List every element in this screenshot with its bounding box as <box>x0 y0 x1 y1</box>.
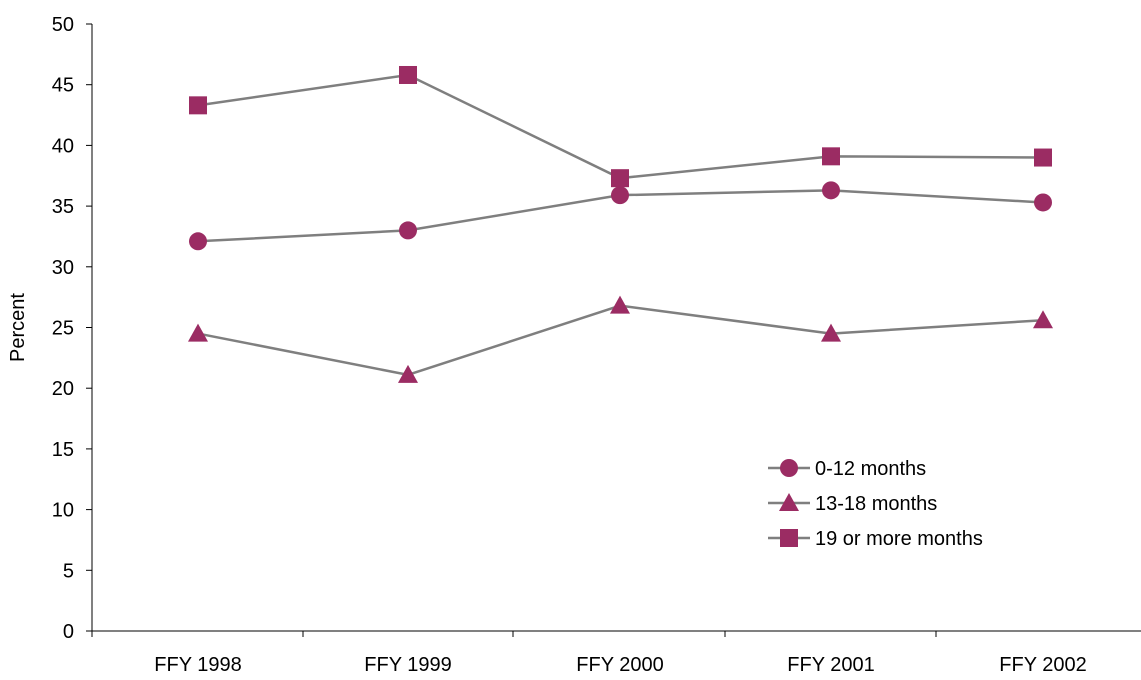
data-point-series-2 <box>1033 310 1053 329</box>
x-tick-label: FFY 2002 <box>999 654 1086 676</box>
x-tick-label: FFY 1998 <box>154 654 241 676</box>
y-tick-label: 45 <box>52 75 74 97</box>
y-tick-label: 10 <box>52 500 74 522</box>
x-tick-label: FFY 2000 <box>576 654 663 676</box>
data-point-series-3 <box>399 65 417 84</box>
y-tick-label: 15 <box>52 439 74 461</box>
data-point-series-2 <box>821 323 841 342</box>
data-point-series-1 <box>1034 193 1052 212</box>
data-point-series-2 <box>398 364 418 383</box>
legend-marker <box>780 459 798 477</box>
data-point-series-3 <box>611 169 629 188</box>
legend-label: 19 or more months <box>815 528 983 550</box>
data-point-series-1 <box>611 186 629 205</box>
data-point-series-1 <box>399 221 417 240</box>
data-point-series-1 <box>189 232 207 251</box>
data-point-series-2 <box>610 295 630 314</box>
y-tick-label: 5 <box>63 560 74 582</box>
legend-marker <box>780 529 798 547</box>
series-line-3 <box>197 73 1044 180</box>
y-tick-label: 0 <box>63 621 74 643</box>
y-tick-label: 30 <box>52 257 74 279</box>
data-point-series-2 <box>188 323 208 342</box>
legend-label: 13-18 months <box>815 493 937 515</box>
data-point-series-3 <box>189 96 207 115</box>
y-axis-title: Percent <box>7 293 29 362</box>
y-tick-label: 50 <box>52 14 74 36</box>
y-tick-label: 35 <box>52 196 74 218</box>
x-tick-label: FFY 1999 <box>364 654 451 676</box>
y-tick-label: 40 <box>52 135 74 157</box>
legend-label: 0-12 months <box>815 458 926 480</box>
x-tick-label: FFY 2001 <box>787 654 874 676</box>
data-point-series-1 <box>822 181 840 200</box>
y-tick-label: 25 <box>52 318 74 340</box>
data-point-series-3 <box>822 147 840 166</box>
y-tick-label: 20 <box>52 378 74 400</box>
data-point-series-3 <box>1034 148 1052 167</box>
legend-marker <box>779 493 799 511</box>
series-line-2 <box>197 304 1044 377</box>
